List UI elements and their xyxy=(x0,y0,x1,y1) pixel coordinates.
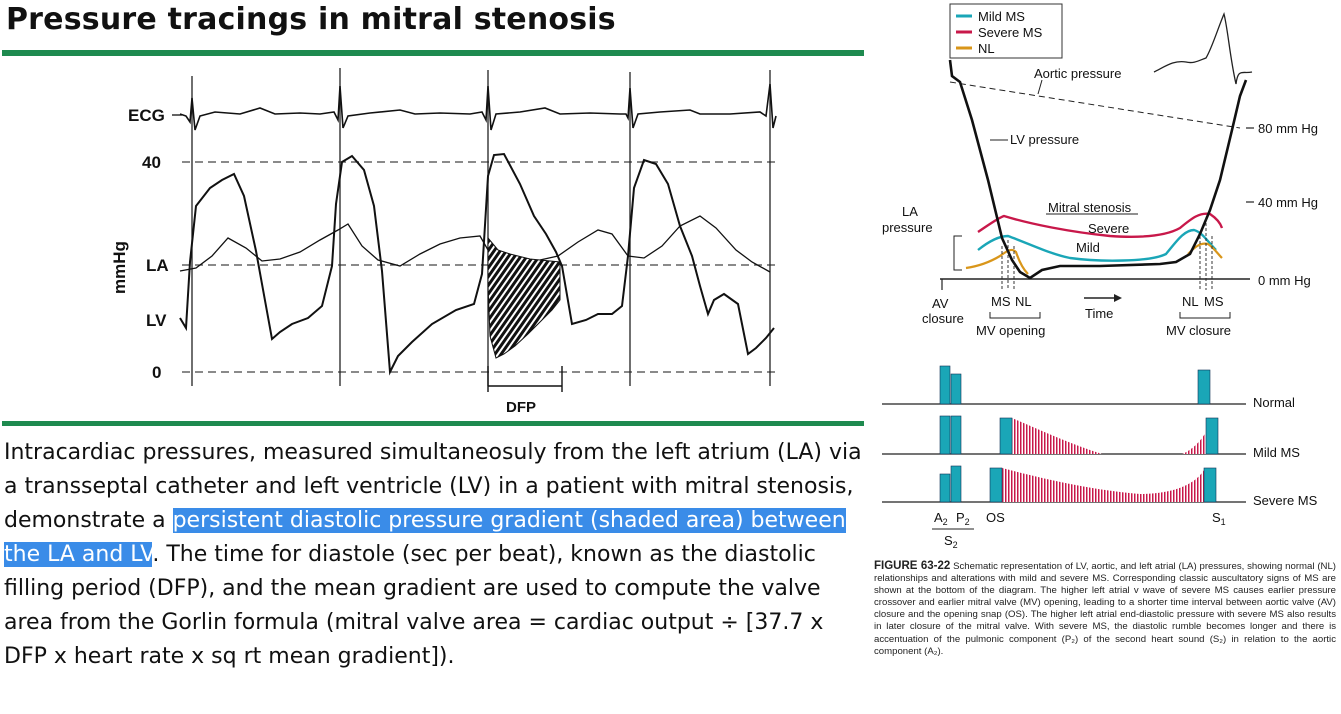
heart-sound-labels: A2 P2 S2 OS S1 xyxy=(932,510,1226,550)
label-s2: S xyxy=(944,533,953,548)
svg-text:S1: S1 xyxy=(1212,510,1226,527)
figure-label: FIGURE 63-22 xyxy=(874,560,951,572)
la-bracket xyxy=(953,235,962,271)
tracing-description: Intracardiac pressures, measured simulta… xyxy=(4,436,866,674)
nl-curve xyxy=(965,248,1029,275)
label-la: LA xyxy=(146,256,169,275)
label-lv-pressure: LV pressure xyxy=(1010,132,1079,147)
svg-text:P2: P2 xyxy=(956,510,970,527)
label-lv: LV xyxy=(146,311,167,330)
label-nl-right: NL xyxy=(1182,294,1199,309)
label-time: Time xyxy=(1085,306,1113,321)
label-mitral-stenosis: Mitral stenosis xyxy=(1048,200,1132,215)
label-av: AV xyxy=(932,296,949,311)
sound-label-normal: Normal xyxy=(1253,395,1295,410)
figure-caption: FIGURE 63-22 Schematic representation of… xyxy=(874,560,1336,658)
description-text-before: Intracardiac pressures, measured simulta… xyxy=(4,440,862,533)
sound-row-mild: Mild MS xyxy=(882,415,1300,460)
r-wave-markers xyxy=(191,68,771,386)
lv-trace xyxy=(179,152,775,376)
mild-ms-curve xyxy=(977,228,1217,262)
label-p2: P xyxy=(956,510,965,525)
legend: Mild MS Severe MS NL xyxy=(949,3,1063,59)
label-ms-left: MS xyxy=(991,294,1011,309)
figure-divider xyxy=(2,421,864,426)
label-40: 40 xyxy=(142,153,161,172)
label-zero: 0 xyxy=(152,363,161,382)
sound-row-severe: Severe MS xyxy=(882,465,1318,508)
label-a2-sub: 2 xyxy=(943,517,948,527)
sound-label-severe: Severe MS xyxy=(1253,493,1318,508)
aortic-pressure-wave xyxy=(1153,11,1253,85)
label-nl-left: NL xyxy=(1015,294,1032,309)
legend-mild: Mild MS xyxy=(978,9,1025,24)
label-40mmhg: 40 mm Hg xyxy=(1258,195,1318,210)
legend-nl: NL xyxy=(978,41,995,56)
svg-text:A2: A2 xyxy=(934,510,948,527)
label-av-closure: closure xyxy=(922,311,964,326)
label-s1-sub: 1 xyxy=(1221,517,1226,527)
label-mv-closure: MV closure xyxy=(1166,323,1231,338)
y-axis-label: mmHg xyxy=(110,241,129,294)
aortic-dashed-line xyxy=(949,81,1241,129)
label-ms-right: MS xyxy=(1204,294,1224,309)
label-os: OS xyxy=(986,510,1005,525)
label-mv-opening: MV opening xyxy=(976,323,1045,338)
sound-row-normal: Normal xyxy=(882,365,1295,410)
label-0mmhg: 0 mm Hg xyxy=(1258,273,1311,288)
pressure-tracing-figure: ECG 40 LA LV 0 mmHg DFP xyxy=(110,68,777,416)
label-s1: S xyxy=(1212,510,1221,525)
svg-text:S2: S2 xyxy=(944,533,958,550)
ecg-trace xyxy=(179,83,777,131)
severe-ms-curve xyxy=(977,212,1224,238)
schematic-pressure-figure: Mild MS Severe MS NL Aortic pressure 80 … xyxy=(882,3,1318,550)
dfp-bracket xyxy=(487,366,563,392)
figure-caption-text: Schematic representation of LV, aortic, … xyxy=(874,561,1336,657)
label-mild: Mild xyxy=(1076,240,1100,255)
legend-severe: Severe MS xyxy=(978,25,1043,40)
label-la-1: LA xyxy=(902,204,918,219)
label-p2-sub: 2 xyxy=(965,517,970,527)
label-80mmhg: 80 mm Hg xyxy=(1258,121,1318,136)
label-severe: Severe xyxy=(1088,221,1129,236)
label-aortic-pressure: Aortic pressure xyxy=(1034,66,1121,81)
title-divider xyxy=(2,50,864,56)
label-ecg: ECG xyxy=(128,106,165,125)
lv-pressure-curve xyxy=(948,59,1248,280)
label-dfp: DFP xyxy=(506,399,536,416)
slide-title: Pressure tracings in mitral stenosis xyxy=(6,2,616,37)
label-s2-sub: 2 xyxy=(953,540,958,550)
diastolic-gradient-shaded-area xyxy=(487,236,561,359)
description-text-after: . The time for diastole (sec per beat), … xyxy=(4,542,824,669)
label-a2: A xyxy=(934,510,943,525)
la-trace xyxy=(179,215,771,273)
label-la-2: pressure xyxy=(882,220,933,235)
sound-label-mild: Mild MS xyxy=(1253,445,1300,460)
valve-timing-markers xyxy=(1001,218,1213,290)
